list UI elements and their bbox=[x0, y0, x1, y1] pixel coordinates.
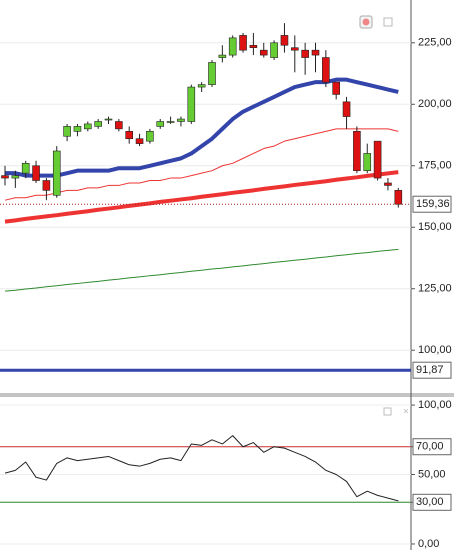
icon bbox=[362, 18, 370, 26]
candle-body bbox=[270, 42, 278, 58]
candle-body bbox=[384, 182, 392, 186]
candle-body bbox=[373, 140, 382, 179]
y-tick-label: 100,00 bbox=[418, 399, 452, 411]
candle-body bbox=[342, 101, 351, 117]
value-label: 70,00 bbox=[416, 441, 444, 453]
candle-body bbox=[394, 190, 403, 205]
candle-body bbox=[322, 57, 330, 83]
candle-body bbox=[290, 47, 299, 51]
candle-body bbox=[280, 35, 289, 46]
y-tick-label: 50,00 bbox=[418, 468, 446, 480]
line-series bbox=[5, 77, 399, 178]
candle-body bbox=[239, 35, 247, 51]
y-tick-label: 100,00 bbox=[418, 344, 452, 356]
candle-body bbox=[259, 49, 268, 56]
candle-body bbox=[52, 150, 61, 196]
candle-body bbox=[311, 49, 320, 56]
candle-body bbox=[63, 126, 71, 137]
y-tick-label: 225,00 bbox=[418, 37, 452, 49]
candle-body bbox=[218, 54, 227, 58]
candle-body bbox=[197, 84, 206, 88]
candle-body bbox=[353, 131, 361, 171]
line-series bbox=[4, 248, 399, 292]
candle-body bbox=[135, 138, 144, 144]
value-label: 30,00 bbox=[416, 496, 444, 508]
candle-body bbox=[208, 62, 216, 85]
value-label-box bbox=[412, 195, 452, 213]
candle-body bbox=[94, 121, 102, 127]
panel-buttons[interactable]: × bbox=[359, 15, 409, 418]
y-tick-label: 200,00 bbox=[418, 98, 452, 110]
close-icon[interactable]: × bbox=[403, 407, 409, 418]
candle-body bbox=[177, 118, 185, 122]
candle-body bbox=[21, 162, 30, 174]
candle-body bbox=[104, 118, 113, 121]
candle-body bbox=[332, 81, 341, 95]
y-tick-label: 0,00 bbox=[418, 538, 439, 550]
candle-body bbox=[115, 121, 123, 130]
candle-body bbox=[42, 180, 51, 191]
candle-body bbox=[156, 121, 165, 127]
y-tick-label: 125,00 bbox=[418, 283, 452, 295]
line-series bbox=[4, 128, 399, 201]
candle-body bbox=[11, 175, 20, 179]
candle-body bbox=[187, 86, 196, 122]
candle-body bbox=[301, 49, 309, 58]
candle-body bbox=[1, 175, 9, 179]
candle-body bbox=[228, 37, 237, 56]
candle-body bbox=[84, 123, 92, 130]
candle-body bbox=[73, 126, 82, 132]
button[interactable] bbox=[383, 17, 393, 27]
line-series bbox=[4, 170, 399, 224]
y-tick-label: 150,00 bbox=[418, 221, 452, 233]
value-label-box bbox=[412, 438, 452, 456]
value-label-box bbox=[412, 493, 452, 511]
candle-body bbox=[146, 131, 154, 142]
button[interactable] bbox=[383, 407, 392, 416]
line-series bbox=[4, 435, 399, 502]
candle-body bbox=[363, 153, 372, 171]
candle-body bbox=[166, 121, 175, 123]
value-label: 91,87 bbox=[416, 364, 444, 376]
value-label: 159,36 bbox=[416, 198, 450, 210]
candle-body bbox=[32, 165, 40, 181]
value-label-box bbox=[412, 361, 452, 379]
y-tick-label: 175,00 bbox=[418, 160, 452, 172]
candle-body bbox=[249, 44, 258, 49]
candle-body bbox=[125, 131, 133, 140]
